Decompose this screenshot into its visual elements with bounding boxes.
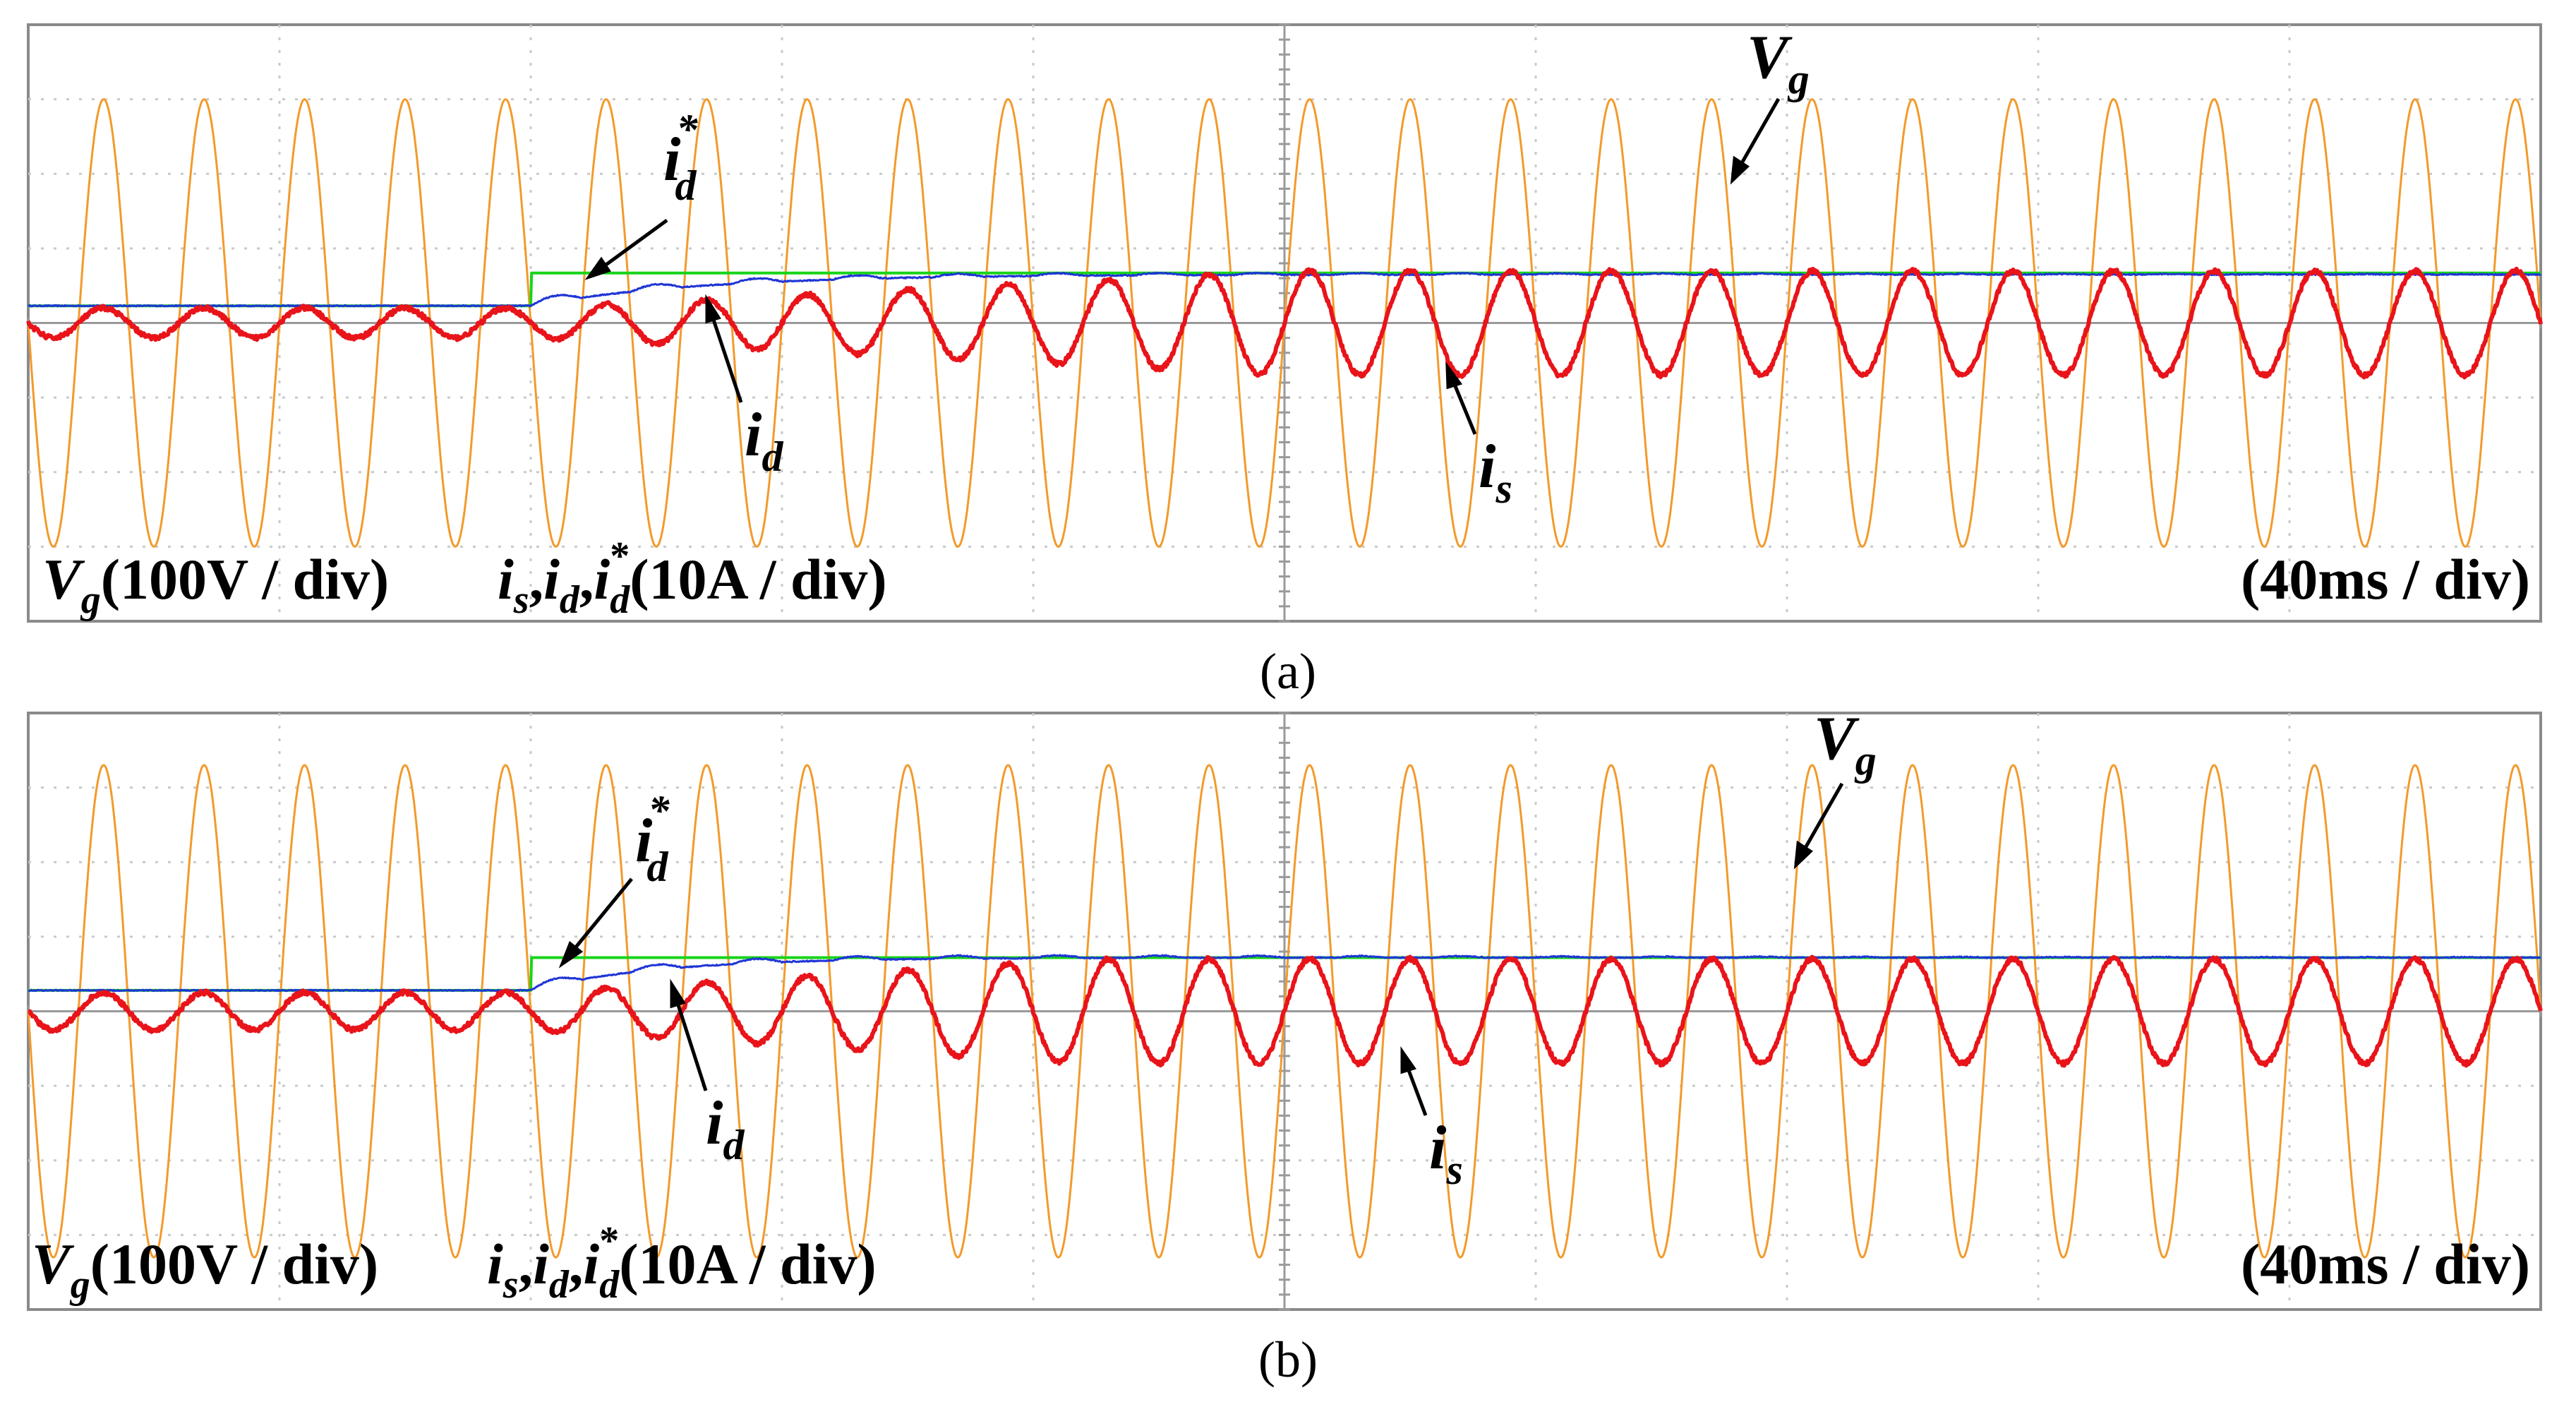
id-trace-label-a: id bbox=[745, 401, 783, 480]
vg-trace-label-b: Vg bbox=[1814, 705, 1877, 784]
id-arrow-a bbox=[707, 306, 743, 403]
vg-arrowhead-b bbox=[1793, 840, 1814, 870]
idref-arrow-b bbox=[567, 877, 633, 958]
trace-is bbox=[26, 266, 2543, 380]
idref-arrowhead-b bbox=[558, 940, 584, 969]
idref-trace-label-a: id* bbox=[663, 106, 698, 209]
vg-trace-label-a: Vg bbox=[1747, 23, 1810, 102]
is-trace-label-a: is bbox=[1479, 433, 1512, 512]
vg-scale-label-b: Vg(100V / div) bbox=[32, 1232, 378, 1307]
caption-b: (b) bbox=[1258, 1331, 1318, 1388]
idref-arrowhead-a bbox=[584, 256, 611, 280]
trace-id bbox=[28, 954, 2541, 993]
panel-a-traces bbox=[26, 98, 2543, 548]
is-arrowhead-a bbox=[1445, 361, 1463, 390]
vg-scale-label-a: Vg(100V / div) bbox=[42, 547, 389, 622]
id-arrow-b bbox=[672, 991, 708, 1091]
current-scale-label-b: is,id,id*(10A / div) bbox=[487, 1219, 877, 1307]
is-arrowhead-b bbox=[1400, 1046, 1416, 1074]
panel-a bbox=[26, 23, 2543, 623]
panel-b-arrows bbox=[558, 782, 1844, 1116]
panel-a-labels: Vg id* id is Vg(100V / div) is,id,id*(10… bbox=[42, 23, 2530, 622]
vg-arrowhead-a bbox=[1730, 155, 1750, 185]
time-scale-label-a: (40ms / div) bbox=[2241, 547, 2530, 611]
id-arrowhead-b bbox=[670, 978, 686, 1009]
time-scale-label-b: (40ms / div) bbox=[2241, 1232, 2530, 1296]
idref-trace-label-b: id* bbox=[635, 787, 670, 890]
current-scale-label-a: is,id,id*(10A / div) bbox=[498, 534, 887, 622]
trace-is bbox=[27, 954, 2543, 1068]
panel-b bbox=[27, 712, 2543, 1311]
panel-b-labels: Vg id* id is Vg(100V / div) is,id,id*(10… bbox=[32, 705, 2530, 1307]
idref-arrow-a bbox=[595, 218, 668, 274]
panel-b-traces bbox=[27, 764, 2543, 1259]
caption-a: (a) bbox=[1260, 643, 1316, 700]
is-trace-label-b: is bbox=[1429, 1114, 1463, 1193]
panel-a-arrows bbox=[584, 97, 1781, 435]
vg-arrow-b bbox=[1798, 782, 1844, 859]
vg-arrow-a bbox=[1734, 97, 1781, 174]
id-arrowhead-a bbox=[705, 294, 721, 324]
id-trace-label-b: id bbox=[706, 1089, 745, 1168]
